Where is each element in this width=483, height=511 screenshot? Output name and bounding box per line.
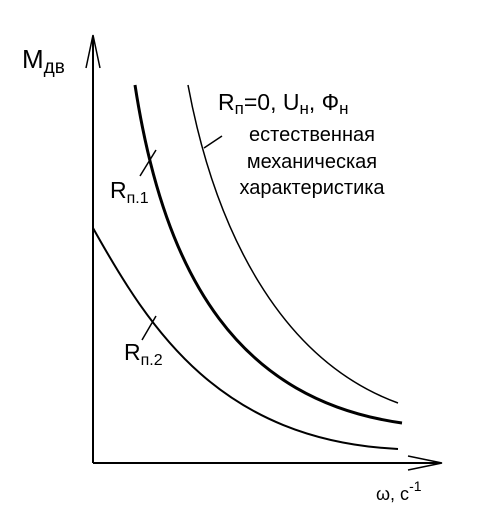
caption-line: механическая — [247, 151, 377, 173]
label-sub: п.2 — [141, 352, 163, 369]
label-sub: н — [339, 99, 348, 118]
caption-line: характеристика — [239, 177, 385, 199]
caption-line: естественная — [249, 124, 375, 146]
curve-label: Rп=0, Uн, Фн — [218, 89, 349, 118]
label-sub: н — [299, 99, 308, 118]
curve-rp2 — [92, 227, 399, 450]
label-part: =0, U — [244, 89, 300, 115]
label-main: R — [110, 177, 127, 203]
leader — [203, 135, 223, 149]
curve-label: Rп.1 — [110, 177, 149, 207]
label-part: , Ф — [309, 89, 339, 115]
x-arrow — [407, 455, 443, 471]
leader — [139, 149, 157, 177]
x-axis-label: ω, с-1 — [376, 478, 422, 504]
label-sub: п.1 — [127, 190, 149, 207]
label-part: R — [218, 89, 235, 115]
label-main: M — [22, 44, 44, 74]
label-sub: дв — [44, 57, 65, 78]
curve-label: Rп.2 — [124, 339, 163, 369]
curve-rp1 — [133, 84, 403, 425]
label-main: R — [124, 339, 141, 365]
label-sup: -1 — [409, 478, 422, 494]
natural-curve — [187, 84, 399, 404]
y-arrow — [85, 34, 101, 69]
label-main: ω, с — [376, 484, 409, 504]
y-axis-label: Mдв — [22, 44, 65, 78]
label-sub: п — [235, 99, 244, 118]
leader — [141, 315, 157, 341]
